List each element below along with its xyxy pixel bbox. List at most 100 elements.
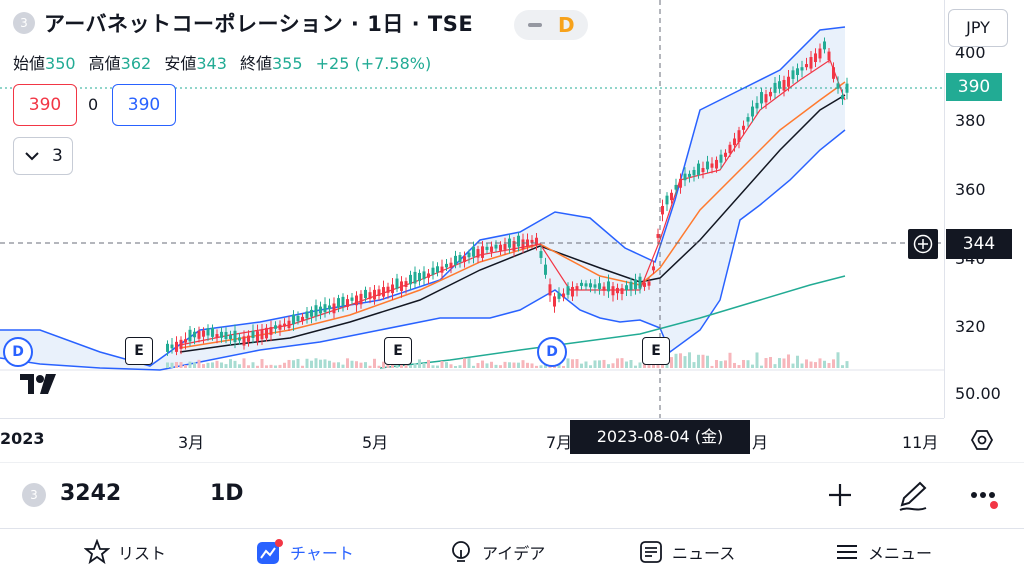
volume-bar <box>238 364 241 368</box>
candle-body <box>373 289 376 300</box>
settings-hex-icon[interactable] <box>970 428 994 452</box>
candle-body <box>400 281 403 291</box>
tab-chart[interactable]: チャート <box>256 537 386 567</box>
candle-body <box>836 83 840 89</box>
plus-icon[interactable] <box>826 481 854 509</box>
candle-body <box>494 244 498 249</box>
bottom-tab-bar: リスト チャート アイデア ニュース メニュー <box>0 528 1024 577</box>
earnings-event-badge[interactable]: E <box>384 337 412 365</box>
add-alert-button[interactable] <box>908 229 938 259</box>
volume-bar <box>643 364 646 368</box>
price-tick: 400 <box>955 43 986 62</box>
candle-body <box>467 252 471 258</box>
volume-bar <box>337 362 340 368</box>
tab-list[interactable]: リスト <box>84 537 194 567</box>
tab-news[interactable]: ニュース <box>638 537 758 567</box>
candle-body <box>728 144 732 154</box>
indicators-toggle[interactable]: 3 <box>13 137 73 175</box>
time-tick: 月 <box>752 433 769 452</box>
dividend-event-badge[interactable]: D <box>3 337 33 367</box>
candle-body <box>674 184 678 190</box>
symbol-code[interactable]: 3242 <box>60 481 122 506</box>
volume-bar <box>760 365 763 368</box>
candle-body <box>580 282 583 286</box>
tab-menu[interactable]: メニュー <box>834 537 954 567</box>
candle-body <box>418 272 421 282</box>
volume-bar <box>607 364 610 368</box>
volume-bar <box>305 358 309 368</box>
volume-bar <box>809 361 813 368</box>
volume-bar <box>836 352 840 368</box>
volume-bar <box>598 360 601 368</box>
candle-body <box>629 281 633 290</box>
candle-body <box>319 306 322 314</box>
currency-selector[interactable]: JPY <box>948 9 1008 47</box>
volume-bar <box>215 360 219 368</box>
price-axis[interactable]: 400 380 360 340 320 50.00 <box>944 0 1024 418</box>
candle-body <box>557 292 561 299</box>
earnings-event-badge[interactable]: E <box>125 337 153 365</box>
volume-bar <box>841 365 844 368</box>
dividend-event-badge[interactable]: D <box>537 337 567 367</box>
volume-bar <box>368 365 372 368</box>
close-label: 終値 <box>239 54 272 73</box>
symbol-title[interactable]: アーバネットコーポレーション · 1日 · TSE <box>44 12 474 36</box>
interval-selector[interactable]: 1D <box>210 481 244 506</box>
volume-bar <box>485 363 489 368</box>
more-icon[interactable] <box>968 487 1008 511</box>
candle-body <box>274 325 277 329</box>
sell-button[interactable]: 390 <box>13 84 77 126</box>
candle-body <box>278 324 282 330</box>
moving-average-sma <box>179 94 846 353</box>
candle-body <box>296 315 300 322</box>
candle-body <box>445 263 448 268</box>
volume-bar <box>260 359 264 368</box>
candle-body <box>823 41 826 50</box>
candle-body <box>377 289 381 297</box>
change-value: +25 (+7.58%) <box>315 54 432 73</box>
volume-bar <box>499 365 502 368</box>
pen-draw-icon[interactable] <box>896 479 930 513</box>
candle-body <box>841 95 844 100</box>
volume-bar <box>778 358 781 368</box>
volume-bar <box>274 365 277 368</box>
volume-bar <box>170 362 174 368</box>
candle-body <box>553 296 556 307</box>
volume-bar <box>458 365 462 368</box>
volume-bar <box>634 365 637 368</box>
tab-label: ニュース <box>672 544 736 563</box>
volume-bar <box>359 362 363 368</box>
tab-ideas[interactable]: アイデア <box>448 537 568 567</box>
time-axis[interactable]: 2023 3月 5月 7月 月 11月 <box>0 418 944 463</box>
candle-body <box>818 48 822 59</box>
chart-canvas[interactable]: D E E D E <box>0 0 944 418</box>
volume-bar <box>418 359 421 368</box>
candle-body <box>787 76 790 87</box>
price-chart[interactable] <box>0 0 944 418</box>
chart-status-pill[interactable]: D <box>514 10 588 40</box>
bollinger-band-fill <box>0 27 845 370</box>
volume-bar <box>670 357 673 368</box>
low-value: 343 <box>196 54 227 73</box>
candle-body <box>508 238 511 248</box>
earnings-event-badge[interactable]: E <box>642 337 670 365</box>
volume-bar <box>638 362 642 368</box>
buy-button[interactable]: 390 <box>112 84 176 126</box>
volume-bar <box>823 360 826 368</box>
volume-bar <box>697 354 700 368</box>
candle-body <box>764 94 768 103</box>
candle-body <box>265 327 268 339</box>
volume-bar <box>301 365 304 368</box>
candle-body <box>679 178 682 188</box>
bulb-icon <box>452 541 470 562</box>
candle-body <box>490 246 493 252</box>
candle-body <box>566 286 570 295</box>
volume-bar <box>814 362 817 368</box>
volume-bar <box>706 355 709 368</box>
volume-bar <box>436 365 439 368</box>
candle-body <box>800 67 804 71</box>
volume-bar <box>490 361 493 368</box>
candle-body <box>346 299 349 307</box>
candle-body <box>742 125 745 130</box>
candle-body <box>791 70 795 79</box>
